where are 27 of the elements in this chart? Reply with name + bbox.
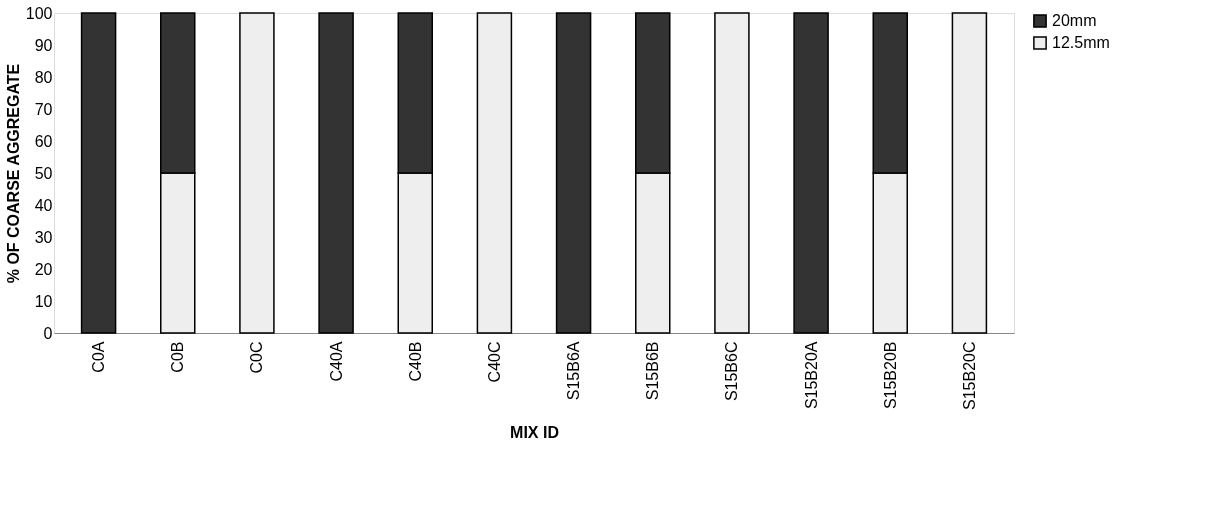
x-tick-label: C0B xyxy=(169,341,187,373)
y-tick-label: 70 xyxy=(34,100,53,118)
y-tick-label: 50 xyxy=(34,164,53,182)
y-tick-label: 0 xyxy=(43,324,53,342)
x-tick-label: C0A xyxy=(90,341,108,373)
y-tick-label: 100 xyxy=(25,4,53,22)
legend-label: 12.5mm xyxy=(1052,34,1110,51)
x-tick-label: S15B6B xyxy=(644,341,662,401)
y-tick-label: 10 xyxy=(34,292,53,310)
x-tick-label: S15B20C xyxy=(960,341,978,410)
y-tick-label: 30 xyxy=(34,228,53,246)
y-axis-title: % OF COARSE AGGREGATE xyxy=(4,63,22,284)
y-tick-label: 60 xyxy=(34,132,53,150)
x-tick-label: S15B6A xyxy=(565,341,583,401)
y-tick-label: 20 xyxy=(34,260,53,278)
x-tick-label: C40A xyxy=(327,341,345,382)
y-tick-label: 90 xyxy=(34,36,53,54)
x-tick-label: S15B20A xyxy=(802,341,820,410)
y-tick-label: 80 xyxy=(34,68,53,86)
x-axis-title: MIX ID xyxy=(510,423,559,441)
x-tick-label: S15B6C xyxy=(723,341,741,402)
x-tick-label: C0C xyxy=(248,341,266,374)
legend-label: 20mm xyxy=(1052,12,1097,29)
x-tick-label: S15B20B xyxy=(881,341,899,410)
y-tick-label: 40 xyxy=(34,196,53,214)
x-tick-label: C40C xyxy=(485,341,503,383)
x-tick-label: C40B xyxy=(406,341,424,382)
